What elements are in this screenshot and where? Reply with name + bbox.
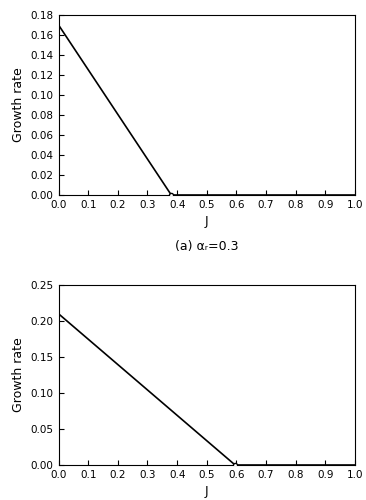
X-axis label: J: J [205, 216, 209, 228]
Y-axis label: Growth rate: Growth rate [12, 338, 25, 412]
Y-axis label: Growth rate: Growth rate [12, 68, 25, 142]
Text: (a) αᵣ=0.3: (a) αᵣ=0.3 [175, 240, 239, 253]
X-axis label: J: J [205, 486, 209, 498]
